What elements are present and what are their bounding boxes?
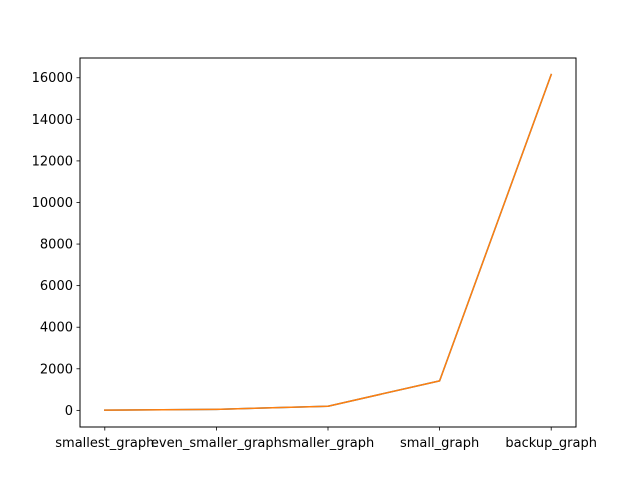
y-tick-label: 2000 [40, 362, 73, 377]
y-tick-label: 6000 [40, 279, 73, 294]
y-tick-label: 0 [65, 404, 73, 419]
y-tick-label: 16000 [32, 71, 73, 86]
y-tick-label: 4000 [40, 321, 73, 336]
x-tick-label: smaller_graph [282, 436, 375, 451]
y-axis: 0 2000 4000 6000 8000 10000 12000 14000 16000 [32, 71, 80, 419]
y-tick-label: 8000 [40, 238, 73, 253]
y-tick-label: 12000 [32, 154, 73, 169]
y-tick-label: 10000 [32, 196, 73, 211]
x-tick-label: even_smaller_graph [151, 436, 282, 451]
series-line-2 [104, 73, 553, 411]
x-tick-label: smallest_graph [55, 436, 154, 451]
x-tick-label: small_graph [400, 436, 479, 451]
y-tick-label: 14000 [32, 113, 73, 128]
plot-frame [79, 57, 577, 428]
series-layer [104, 73, 553, 411]
x-tick-label: backup_graph [505, 436, 597, 451]
